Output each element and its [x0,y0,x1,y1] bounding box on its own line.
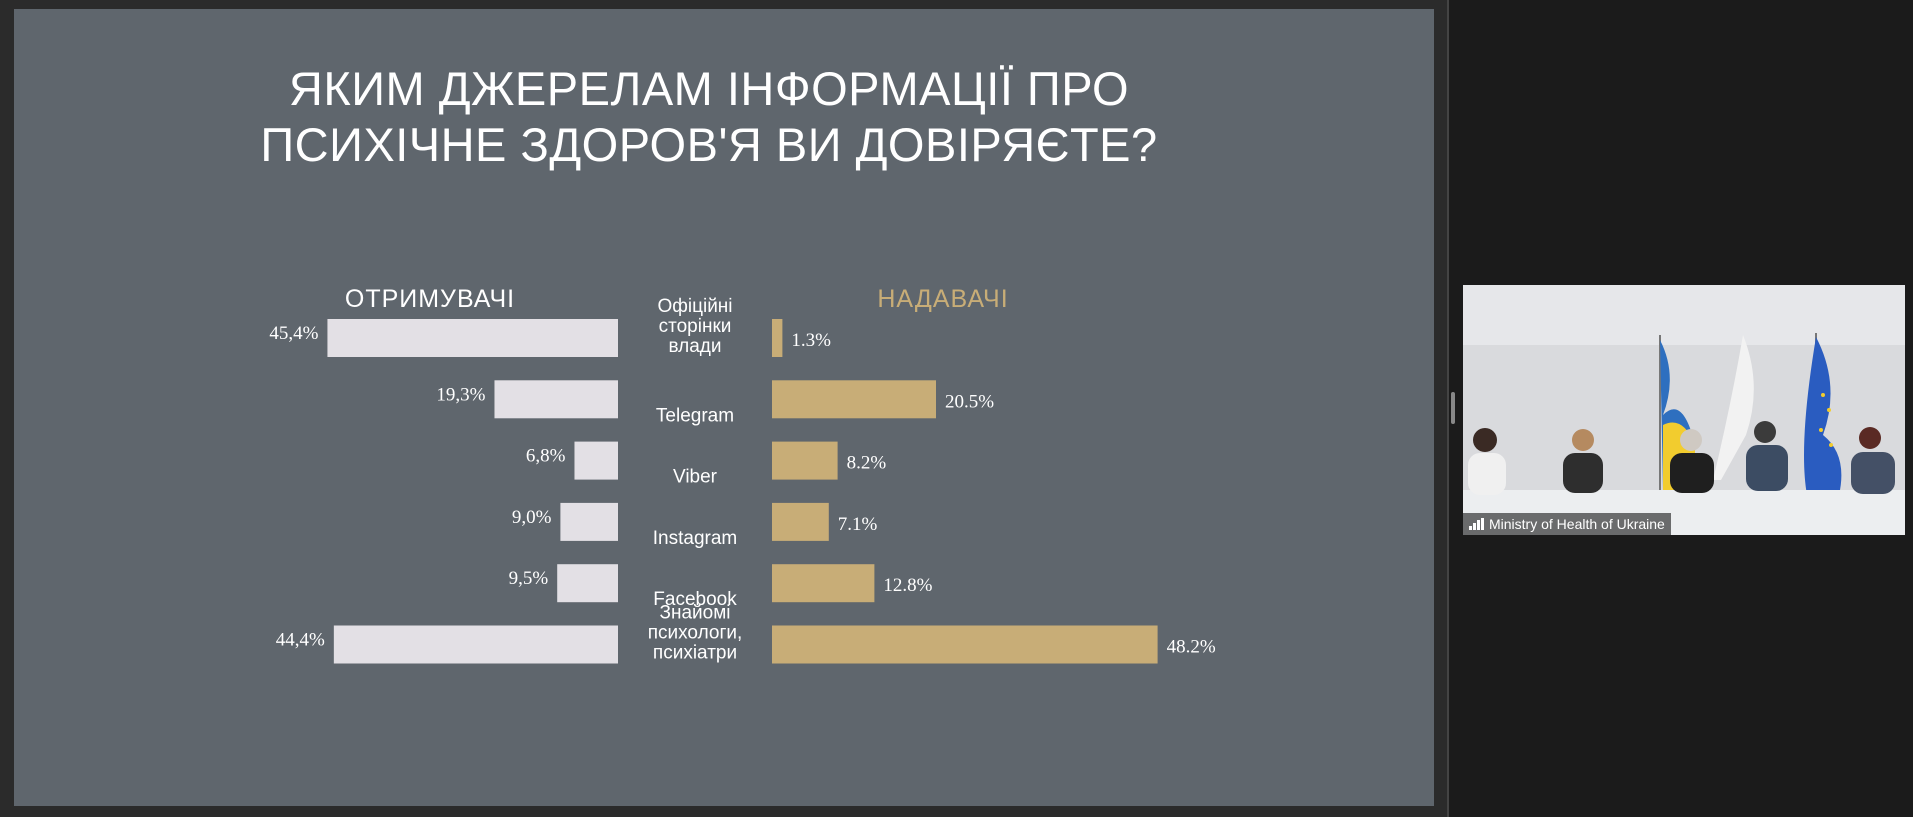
participant-video-tile[interactable]: Ministry of Health of Ukraine [1463,285,1905,535]
category-label-0-0: Офіційні [657,296,732,317]
resize-handle[interactable] [1451,392,1455,424]
value-label-providers-0: 1.3% [791,330,831,351]
ministry-flag [1713,335,1754,480]
bar-recipients-5 [333,625,618,664]
column-heading-recipients: ОТРИМУВАЧІ [344,285,516,313]
bar-recipients-3 [560,502,618,541]
category-label-3-0: Instagram [653,528,737,549]
eu-flag [1804,333,1842,495]
conference-room-video [1463,285,1905,535]
category-label-5-1: психологи, [648,623,743,644]
participant-name: Ministry of Health of Ukraine [1489,516,1665,532]
category-label-4-0: Facebook [653,589,737,610]
value-label-recipients-2: 6,8% [526,446,566,467]
value-label-recipients-0: 45,4% [269,323,318,344]
bar-providers-5 [772,625,1158,664]
bar-providers-4 [772,564,875,603]
category-label-1-0: Telegram [656,405,734,426]
slide-title: ЯКИМ ДЖЕРЕЛАМ ІНФОРМАЦІЇ ПРО ПСИХІЧНЕ ЗД… [260,62,1158,171]
bar-recipients-2 [574,441,618,480]
category-label-2-0: Viber [673,467,718,488]
presentation-slide: ЯКИМ ДЖЕРЕЛАМ ІНФОРМАЦІЇ ПРО ПСИХІЧНЕ ЗД… [14,9,1434,806]
value-label-providers-1: 20.5% [945,391,994,412]
bar-providers-2 [772,441,838,480]
category-label-5-0: Знайомі [660,603,731,624]
signal-strength-icon [1469,518,1484,530]
category-label-5-2: психіатри [653,643,737,664]
split-divider[interactable] [1447,0,1449,817]
participants [1468,421,1895,495]
value-label-recipients-4: 9,5% [509,568,549,589]
bar-recipients-4 [557,564,618,603]
participant-name-tag: Ministry of Health of Ukraine [1463,513,1671,535]
value-label-recipients-5: 44,4% [276,630,325,651]
value-label-providers-2: 8.2% [847,453,887,474]
value-label-recipients-1: 19,3% [436,384,485,405]
screen-share-area: ЯКИМ ДЖЕРЕЛАМ ІНФОРМАЦІЇ ПРО ПСИХІЧНЕ ЗД… [0,0,1447,817]
column-heading-providers: НАДАВАЧІ [877,285,1009,313]
value-label-providers-3: 7.1% [838,514,878,535]
bar-providers-0 [772,319,783,357]
bar-providers-1 [772,380,936,419]
value-label-providers-5: 48.2% [1167,637,1216,658]
category-label-0-1: сторінки [659,316,732,337]
value-label-recipients-3: 9,0% [512,507,552,528]
bar-recipients-1 [494,380,618,419]
bar-providers-3 [772,502,829,541]
value-label-providers-4: 12.8% [883,575,932,596]
bar-recipients-0 [327,319,618,357]
category-label-0-2: влади [668,336,721,357]
